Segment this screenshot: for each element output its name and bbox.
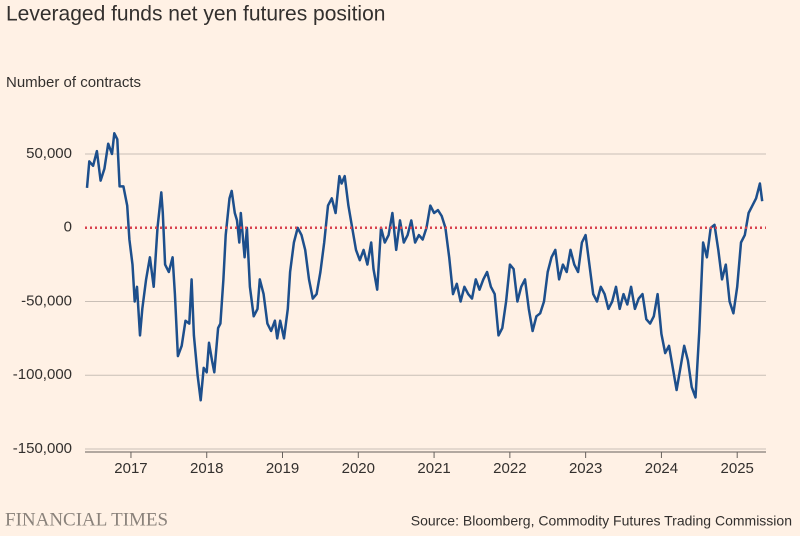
chart-title: Leveraged funds net yen futures position [6, 3, 385, 26]
y-tick-label: -50,000 [21, 292, 72, 309]
x-tick-label: 2017 [114, 460, 147, 477]
x-tick-label: 2025 [721, 460, 754, 477]
brand: FINANCIAL TIMES [5, 509, 168, 530]
x-tick-label: 2018 [190, 460, 223, 477]
source: Source: Bloomberg, Commodity Futures Tra… [411, 513, 792, 529]
x-tick-label: 2019 [266, 460, 299, 477]
data-line [85, 132, 764, 402]
y-tick-label: -100,000 [13, 366, 72, 383]
axis-subtitle: Number of contracts [6, 74, 141, 91]
x-tick-label: 2024 [645, 460, 678, 477]
x-tick-label: 2022 [493, 460, 526, 477]
y-tick-label: -150,000 [13, 440, 72, 457]
x-tick-label: 2023 [569, 460, 602, 477]
y-tick-label: 50,000 [26, 145, 72, 162]
y-tick-label: 0 [64, 219, 72, 236]
x-tick-label: 2020 [342, 460, 375, 477]
x-tick-label: 2021 [417, 460, 450, 477]
